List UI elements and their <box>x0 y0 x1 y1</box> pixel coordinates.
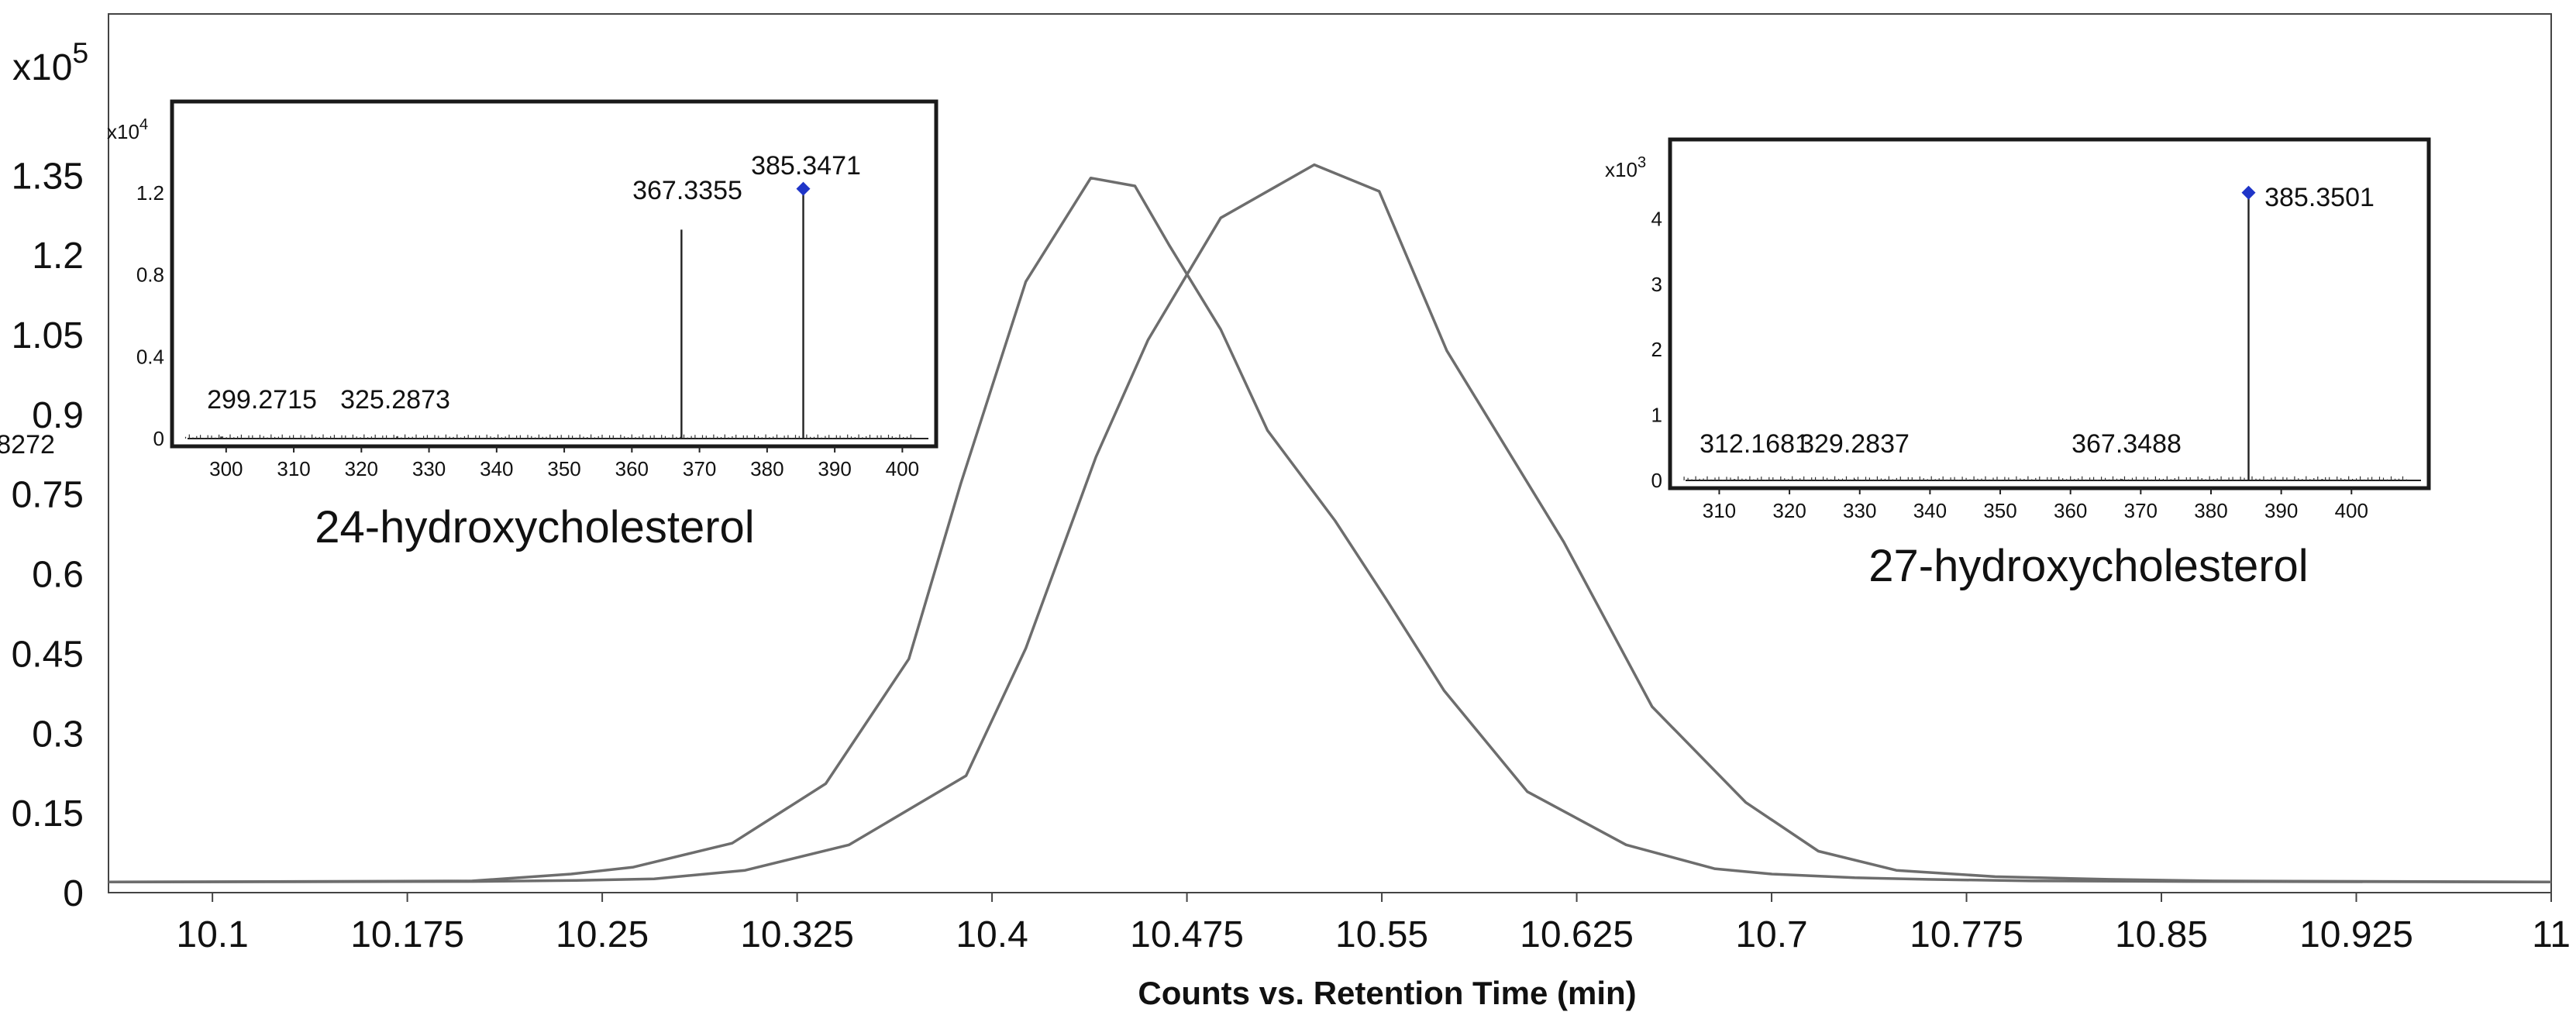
x-tick-label: 10.475 <box>1130 914 1244 955</box>
y-tick-label: 0 <box>63 873 84 914</box>
inset-y-tick-label: 0.4 <box>136 345 164 368</box>
y-tick-label: 1.05 <box>12 315 84 356</box>
inset-x-tick-label: 330 <box>412 457 446 480</box>
inset-x-tick-label: 380 <box>750 457 783 480</box>
inset-spectrum-24-hydroxycholesterol: 300 310 320 330 340 350 360 370 380 390 400 0 0.4 0.8… <box>107 99 938 552</box>
inset-x-tick-label: 320 <box>1772 499 1806 522</box>
inset-x-tick-label: 400 <box>2335 499 2368 522</box>
inset-y-tick-label: 4 <box>1651 207 1662 230</box>
inset-x-tick-label: 300 <box>209 457 243 480</box>
x-tick-label: 10.25 <box>556 914 649 955</box>
inset-x-tick-label: 370 <box>683 457 716 480</box>
inset-x-tick-label: 400 <box>886 457 919 480</box>
inset-x-tick-label: 350 <box>1983 499 2016 522</box>
peak-label: 367.3488 <box>2071 429 2182 459</box>
peak-label: 325.2873 <box>340 385 450 415</box>
inset-x-tick-label: 360 <box>2054 499 2087 522</box>
peak-label: 395.8272 <box>0 430 55 459</box>
y-tick-label: 0.3 <box>32 714 84 755</box>
peak-label: 385.3471 <box>751 151 861 181</box>
y-scale-label: x105 <box>12 36 88 88</box>
inset-y-tick-label: 2 <box>1651 338 1662 361</box>
series-line-27-hydroxycholesterol <box>108 163 2552 884</box>
inset-y-tick-label: 1 <box>1651 404 1662 427</box>
inset-spectrum-27-hydroxycholesterol: 310 320 330 340 350 360 370 380 390 40001234x1033… <box>0 137 2431 591</box>
x-tick-label: 10.7 <box>1735 914 1807 955</box>
inset-frame <box>170 99 938 449</box>
peak-label: 329.2837 <box>1799 429 1910 459</box>
x-tick-label: 10.55 <box>1335 914 1428 955</box>
series-line-24-hydroxycholesterol <box>108 176 2552 884</box>
x-tick-label: 10.775 <box>1910 914 2023 955</box>
main-plot-frame <box>108 13 2552 893</box>
y-tick-label: 1.2 <box>32 236 84 277</box>
peak-label: 367.3355 <box>632 176 742 205</box>
x-axis-title: Counts vs. Retention Time (min) <box>1138 975 1636 1011</box>
inset-x-tick-label: 350 <box>547 457 580 480</box>
y-scale-label-exponent: 5 <box>72 36 88 69</box>
precursor-marker <box>2241 185 2256 200</box>
inset-y-tick-label: 0.8 <box>136 263 164 287</box>
inset-y-tick-label: 0 <box>1651 469 1662 492</box>
x-tick-label: 11 <box>2532 914 2571 955</box>
x-tick-label: 10.85 <box>2115 914 2208 955</box>
inset-y-tick-label: 0 <box>153 427 164 450</box>
y-tick-label: 0.6 <box>32 555 84 596</box>
x-tick-label: 10.1 <box>176 914 248 955</box>
y-scale-label-base: x10 <box>12 47 72 88</box>
inset-x-tick-label: 390 <box>2264 499 2298 522</box>
inset-y-scale-label: x103 <box>1605 154 1646 181</box>
x-tick-label: 10.925 <box>2299 914 2413 955</box>
inset-x-tick-label: 320 <box>345 457 378 480</box>
peak-label: 299.2715 <box>207 385 317 415</box>
inset-x-tick-label: 330 <box>1843 499 1876 522</box>
peak-label: 385.3501 <box>2264 183 2375 212</box>
inset-y-scale-label-base: x10 <box>1605 158 1638 181</box>
x-tick-label: 10.175 <box>350 914 464 955</box>
inset-y-tick-label: 3 <box>1651 273 1662 296</box>
main-chart: 10.1 10.175 10.25 10.325 10.4 10.475 10.55 10.6… <box>12 13 2571 1011</box>
x-tick-label: 10.325 <box>740 914 854 955</box>
inset-baseline-noise <box>184 434 915 439</box>
inset-y-scale-label: x104 <box>107 116 148 143</box>
inset-y-scale-label-exponent: 3 <box>1638 154 1646 171</box>
y-tick-label: 0.75 <box>12 475 84 516</box>
y-tick-label: 0.9 <box>32 395 84 436</box>
compound-name: 27-hydroxycholesterol <box>1868 541 2308 591</box>
y-tick-label: 0.15 <box>12 793 84 835</box>
inset-y-scale-label-exponent: 4 <box>139 116 148 133</box>
inset-x-tick-label: 310 <box>1703 499 1736 522</box>
peak-label: 312.1681 <box>1700 429 1810 459</box>
x-tick-label: 10.4 <box>956 914 1028 955</box>
y-tick-label: 0.45 <box>12 634 84 675</box>
inset-y-scale-label-base: x10 <box>107 120 139 143</box>
compound-name: 24-hydroxycholesterol <box>315 502 754 552</box>
inset-x-tick-label: 380 <box>2194 499 2227 522</box>
inset-x-tick-label: 370 <box>2124 499 2158 522</box>
precursor-marker <box>796 181 811 196</box>
inset-x-tick-label: 340 <box>1913 499 1947 522</box>
inset-x-tick-label: 310 <box>277 457 310 480</box>
inset-frame <box>1668 137 2431 490</box>
y-tick-label: 1.35 <box>12 156 84 197</box>
inset-x-tick-label: 340 <box>480 457 513 480</box>
inset-x-tick-label: 360 <box>615 457 649 480</box>
x-tick-label: 10.625 <box>1520 914 1634 955</box>
inset-y-tick-label: 1.2 <box>136 181 164 205</box>
inset-x-tick-label: 390 <box>818 457 851 480</box>
